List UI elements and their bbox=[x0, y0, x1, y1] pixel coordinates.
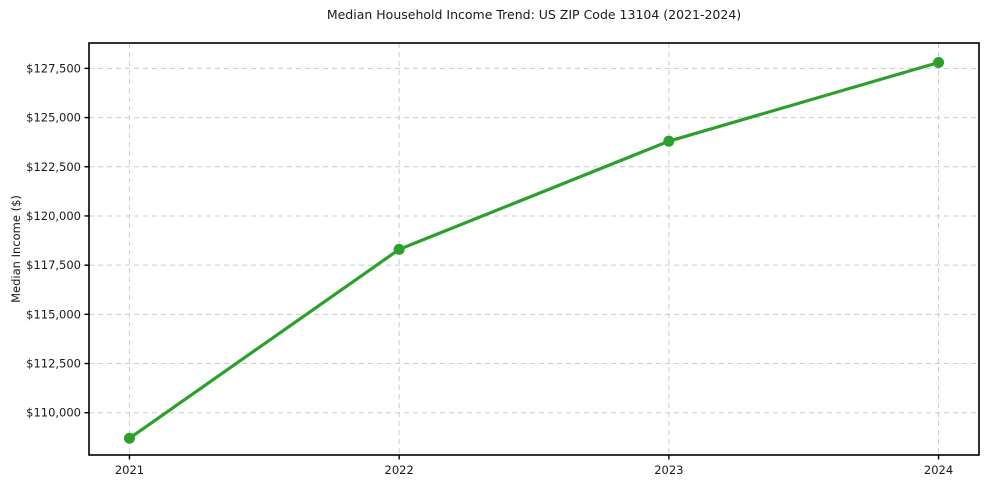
trend-line bbox=[127, 60, 941, 440]
y-tick-label: $112,500 bbox=[26, 357, 81, 371]
plot-border bbox=[88, 42, 980, 456]
chart-title: Median Household Income Trend: US ZIP Co… bbox=[326, 7, 742, 22]
x-tick-label: 2021 bbox=[115, 463, 144, 477]
y-tick-label: $117,500 bbox=[26, 258, 81, 272]
x-tick-label: 2024 bbox=[924, 463, 953, 477]
y-axis-label: Median Income ($) bbox=[9, 195, 23, 303]
data-point-marker bbox=[123, 432, 135, 444]
y-tick-label: $122,500 bbox=[26, 160, 81, 174]
y-tick-label: $125,000 bbox=[26, 111, 81, 125]
y-tick-label: $110,000 bbox=[26, 406, 81, 420]
data-point-marker bbox=[393, 243, 405, 255]
x-tick-label: 2022 bbox=[385, 463, 414, 477]
y-tick-label: $120,000 bbox=[26, 209, 81, 223]
data-point-marker bbox=[933, 56, 945, 68]
data-point-marker bbox=[663, 135, 675, 147]
y-tick-label: $127,500 bbox=[26, 61, 81, 75]
y-tick-label: $115,000 bbox=[26, 307, 81, 321]
x-tick-label: 2023 bbox=[654, 463, 683, 477]
